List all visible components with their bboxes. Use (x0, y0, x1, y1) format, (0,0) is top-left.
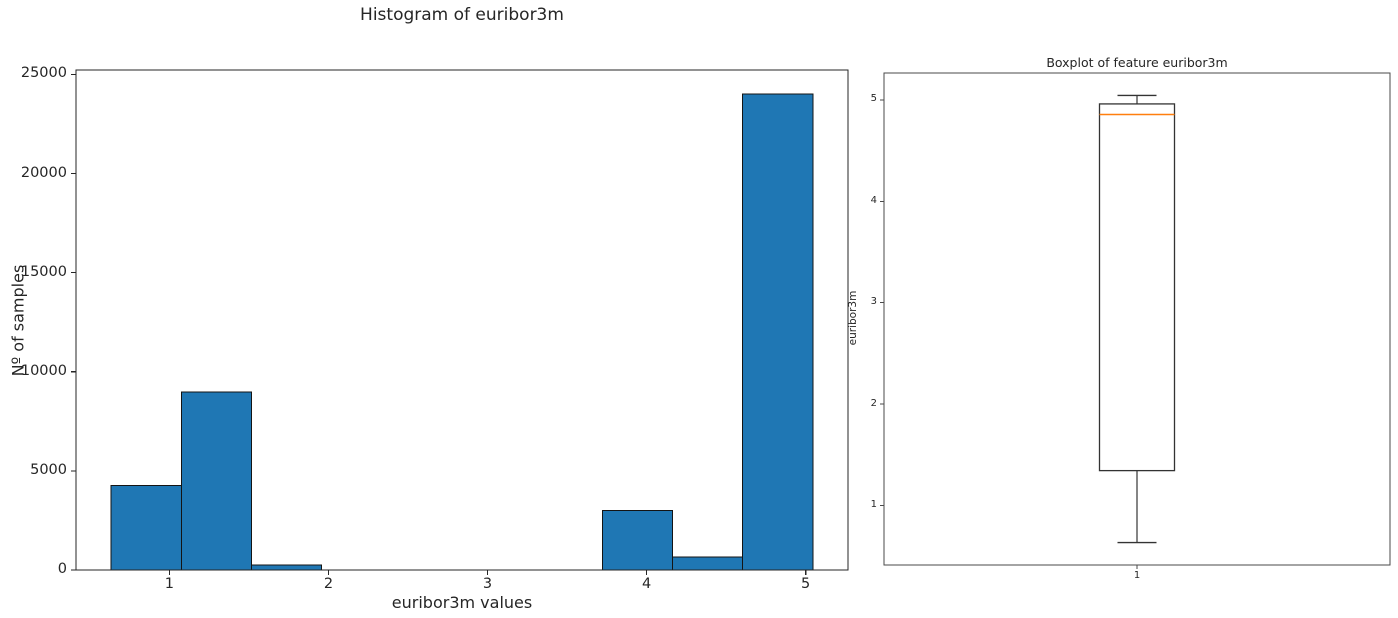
histogram-bar (110, 485, 182, 571)
histogram-title: Histogram of euribor3m (360, 5, 564, 25)
boxplot-title: Boxplot of feature euribor3m (1046, 55, 1228, 70)
histogram-x-tick-label: 4 (641, 576, 652, 592)
histogram-x-tick-label: 2 (323, 576, 334, 592)
boxplot-y-axis-label: euribor3m (847, 290, 859, 346)
histogram-y-tick-label: 25000 (20, 65, 67, 82)
histogram-plot-area (75, 69, 849, 571)
histogram-x-axis-label: euribor3m values (391, 593, 533, 612)
boxplot-iqr-box (1098, 103, 1176, 472)
boxplot-y-tick-label: 4 (870, 194, 877, 206)
boxplot-y-tick-label: 1 (870, 498, 877, 510)
histogram-bar (601, 509, 674, 571)
histogram-y-tick-label: 5000 (30, 461, 67, 478)
boxplot-y-tick-label: 3 (870, 296, 877, 308)
histogram-bar (180, 391, 252, 571)
histogram-bar (742, 93, 814, 571)
histogram-x-tick-label: 1 (164, 576, 174, 592)
histogram-y-tick-label: 20000 (20, 164, 67, 181)
histogram-y-tick-label: 0 (57, 561, 67, 577)
histogram-bar (251, 564, 323, 571)
histogram-bar (672, 556, 744, 571)
histogram-y-tick-label: 15000 (20, 263, 67, 280)
histogram-y-axis-label: Nº of samples (8, 264, 28, 377)
boxplot-y-tick-label: 5 (870, 93, 877, 105)
boxplot-y-tick-label: 2 (870, 397, 877, 409)
histogram-x-tick-label: 5 (801, 576, 811, 592)
histogram-x-tick-label: 3 (482, 576, 493, 592)
histogram-y-tick-label: 10000 (20, 362, 67, 379)
boxplot-x-tick-label: 1 (1133, 570, 1141, 581)
